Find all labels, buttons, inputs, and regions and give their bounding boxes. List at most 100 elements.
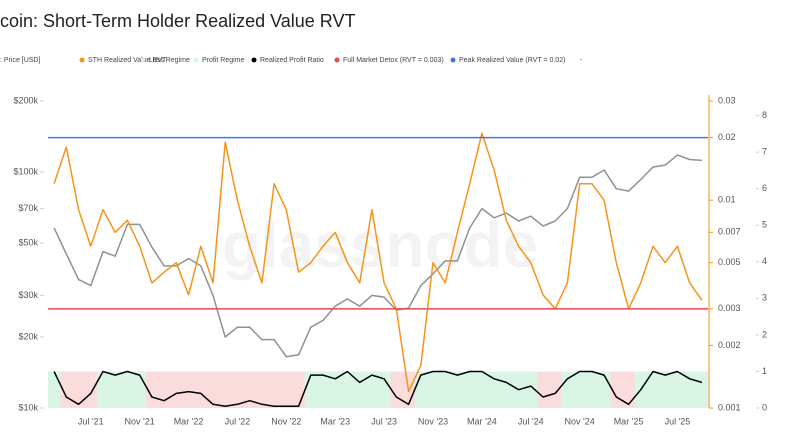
regime-area — [524, 371, 538, 408]
regime-area — [573, 371, 587, 408]
y2-tick-label: 0.005 — [718, 257, 741, 267]
chart-title: coin: Short-Term Holder Realized Value R… — [0, 11, 355, 31]
x-tick-label: Mar '23 — [320, 416, 350, 426]
series-line — [53, 132, 703, 393]
regime-area — [365, 371, 379, 408]
series-line — [53, 154, 702, 358]
regime-area — [170, 371, 183, 408]
x-tick-label: Mar '24 — [467, 416, 497, 426]
y3-tick-label: 3 — [762, 293, 767, 303]
regime-area — [231, 371, 244, 408]
y2-tick-label: 0.007 — [718, 227, 741, 237]
regime-area — [549, 371, 562, 408]
y3-tick-label: 2 — [762, 329, 767, 339]
regime-area — [488, 371, 501, 408]
regime-area — [463, 371, 477, 408]
legend-label: Profit Regime — [202, 57, 245, 64]
y2-tick-label: 0.001 — [718, 402, 741, 412]
regime-area — [341, 371, 354, 408]
regime-area — [255, 371, 269, 408]
regime-area — [133, 371, 147, 408]
y-tick-label: $50k — [18, 237, 38, 247]
regime-area — [109, 371, 122, 408]
regime-area — [316, 371, 330, 408]
regime-area — [426, 371, 440, 408]
regime-area — [475, 371, 489, 408]
regime-area — [194, 371, 208, 408]
x-tick-label: Mar '22 — [174, 416, 204, 426]
regime-area — [182, 371, 195, 408]
x-tick-label: Jul '23 — [371, 416, 397, 426]
legend-label: Realized Profit Ratio — [260, 57, 324, 64]
y3-tick-label: 0 — [762, 402, 767, 412]
y-tick-label: $20k — [18, 331, 38, 341]
regime-area — [280, 371, 293, 408]
y2-tick-label: 0.02 — [718, 132, 736, 142]
x-tick-label: Mar '25 — [614, 416, 644, 426]
x-tick-label: Nov '21 — [125, 416, 155, 426]
legend-label: Loss Regime — [149, 57, 190, 64]
regime-area — [439, 371, 452, 408]
legend-label: Full Market Detox (RVT = 0.003) — [343, 57, 444, 64]
legend-label: - — [580, 57, 583, 64]
legend-label: Peak Realized Value (RVT = 0.02) — [459, 57, 565, 64]
x-tick-label: Nov '23 — [418, 416, 448, 426]
legend-swatch — [79, 57, 85, 63]
legend-swatch — [140, 57, 146, 63]
x-tick-label: Nov '22 — [271, 416, 301, 426]
regime-area — [268, 371, 281, 408]
y3-tick-label: 5 — [762, 220, 767, 230]
regime-area — [598, 371, 611, 408]
y-tick-label: $10k — [18, 402, 38, 412]
regime-area — [72, 371, 85, 408]
regime-area — [585, 371, 599, 408]
x-tick-label: Jul '21 — [78, 416, 104, 426]
regime-area — [671, 371, 684, 408]
x-tick-label: Nov '24 — [565, 416, 595, 426]
regime-area — [659, 371, 672, 408]
y2-tick-label: 0.03 — [718, 95, 736, 105]
regime-area — [622, 371, 635, 408]
regime-area — [292, 371, 305, 408]
watermark: glassnode — [222, 209, 539, 281]
legend-swatch — [251, 57, 257, 63]
y2-tick-label: 0.003 — [718, 303, 741, 313]
y3-tick-label: 4 — [762, 256, 767, 266]
y-tick-label: $70k — [18, 203, 38, 213]
y2-tick-label: 0.002 — [718, 340, 741, 350]
regime-area — [145, 371, 159, 408]
regime-area — [243, 371, 257, 408]
regime-area — [219, 371, 232, 408]
regime-area — [683, 371, 697, 408]
y3-tick-label: 7 — [762, 147, 767, 157]
legend-swatch — [450, 57, 456, 63]
legend-swatch — [193, 57, 199, 63]
regime-area — [121, 371, 134, 408]
regime-area — [500, 371, 513, 408]
legend-swatch — [334, 57, 340, 63]
y-tick-label: $200k — [13, 95, 38, 105]
regime-area — [206, 371, 220, 408]
y-tick-label: $30k — [18, 290, 38, 300]
y3-tick-label: 1 — [762, 366, 767, 376]
legend-label: : Price [USD] — [0, 57, 41, 64]
regime-area — [695, 371, 709, 408]
regime-area — [536, 371, 550, 408]
y2-tick-label: 0.01 — [718, 195, 736, 205]
x-tick-label: Jul '25 — [665, 416, 691, 426]
regime-area — [561, 371, 574, 408]
regime-area — [353, 371, 367, 408]
regime-area — [414, 371, 428, 408]
regime-area — [329, 371, 342, 408]
regime-area — [451, 371, 464, 408]
regime-area — [646, 371, 660, 408]
legend-label: STH Realized Value RVT — [88, 57, 167, 64]
y3-tick-label: 6 — [762, 183, 767, 193]
regime-area — [158, 371, 171, 408]
x-tick-label: Jul '24 — [518, 416, 544, 426]
regime-area — [84, 371, 98, 408]
series-line — [53, 370, 703, 407]
y3-tick-label: 8 — [762, 110, 767, 120]
y-tick-label: $100k — [13, 166, 38, 176]
